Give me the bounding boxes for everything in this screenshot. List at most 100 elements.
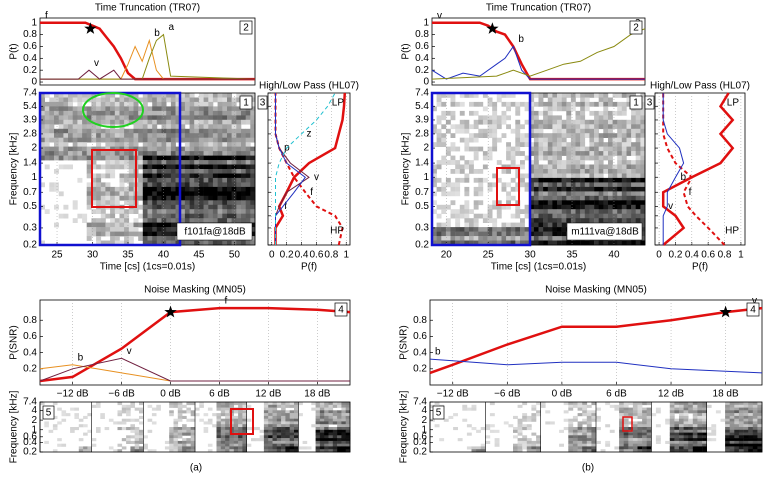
spectrogram-cell [575,195,581,201]
series-label: b [680,172,686,183]
spectrogram-cell [612,137,618,143]
spectrogram-cell [496,115,502,121]
spectrogram-cell [250,106,256,112]
spectrogram-cell [450,146,456,152]
spectrogram-cell [725,418,730,422]
spectrogram-cell [194,106,200,112]
spectrogram-cell [524,155,530,161]
spectrogram-cell [533,204,539,210]
spectrogram-cell [236,124,242,130]
spectrogram-cell [538,151,544,156]
spectrogram-cell [538,110,544,116]
spectrogram-cell [166,124,172,130]
spectrogram-cell [180,209,186,214]
spectrogram-cell [524,213,530,219]
spectrogram-cell [68,133,73,138]
spectrogram-cell [469,101,474,107]
spectrogram-cell [189,133,195,138]
spectrogram-cell [632,407,638,411]
spectrogram-cell [506,93,511,98]
spectrogram-cell [114,191,120,197]
spectrogram-cell [105,128,111,134]
spectrogram-cell [186,446,191,450]
spectrogram-cell [469,133,474,138]
spectrogram-cell [272,435,278,439]
spectrogram-cell [637,402,643,406]
spectrogram-cell [246,427,252,431]
spectrogram-cell [194,97,200,103]
y-tick-label: 0 [31,77,37,88]
spectrogram-cell [147,169,153,174]
spectrogram-cell [450,110,456,116]
spectrogram-cell [543,110,548,116]
spectrogram-image [596,402,652,453]
spectrogram-cell [547,231,553,237]
spectrogram-cell [450,200,456,206]
spectrogram-cell [501,240,507,246]
panel-number-box [644,95,655,110]
spectrogram-cell [194,142,200,147]
spectrogram-cell [580,218,586,223]
spectrogram-cell [575,169,581,174]
spectrogram-cell [594,128,599,134]
x-tick-label: 0.4 [295,250,309,261]
spectrogram-cell [319,402,325,406]
spectrogram-cell [575,119,581,125]
spectrogram-cell [236,137,242,143]
spectrogram-cell [319,443,325,447]
spectrogram-cell [580,115,586,121]
spectrogram-cell [496,231,502,237]
spectrogram-cell [572,443,578,447]
spectrogram-cell [169,432,174,436]
spectrogram-cell [473,191,479,197]
spectrogram-cell [87,429,92,433]
spectrogram-cell [538,124,544,130]
spectrogram-cell [285,427,290,431]
spectrogram-cell [105,227,111,232]
spectrogram-cell [702,429,707,433]
spectrogram-cell [482,164,488,170]
spectrogram-cell [642,415,647,419]
panel-number-box [239,95,253,110]
spectrogram-cell [194,169,200,174]
spectrogram-cell [464,128,470,134]
spectrogram-cell [156,146,162,152]
series-line [39,364,350,382]
spectrogram-cell [96,186,102,192]
spectrogram-cell [473,213,479,219]
spectrogram-cell [510,227,516,232]
spectrogram-cell [575,151,581,156]
spectrogram-cell [166,133,172,138]
spectrogram-cell [245,151,251,156]
spectrogram-cell [492,218,498,223]
x-tick-label: 0.2 [669,250,683,261]
spectrogram-cell [227,115,232,121]
spectrogram-cell [575,182,581,188]
spectrogram-cell [142,231,148,237]
spectrogram-cell [489,424,495,428]
spectrogram-cell [608,213,613,219]
spectrogram-cell [341,421,346,425]
spectrogram-cell [603,146,609,152]
spectrogram-cell [227,213,232,219]
spectrogram-cell [598,209,604,214]
spectrogram-cell [566,151,572,156]
spectrogram-cell [561,97,567,103]
spectrogram-cell [337,410,342,414]
spectrogram-cell [640,200,646,206]
spectrogram-cell [598,173,604,179]
spectrogram-cell [591,446,597,450]
spectrogram-cell [575,93,581,98]
spectrogram-cell [138,119,144,125]
spectrogram-cell [623,407,629,411]
spectrogram-cell [520,236,525,241]
spectrogram-cell [591,449,597,453]
spectrogram-cell [139,449,144,453]
spectrogram-cell [586,432,592,436]
spectrogram-cell [72,204,78,210]
spectrogram-cell [646,407,652,411]
spectrogram-cell [594,218,599,223]
spectrogram-cell [238,413,243,417]
spectrogram-cell [220,404,226,408]
spectrogram-cell [543,231,548,237]
